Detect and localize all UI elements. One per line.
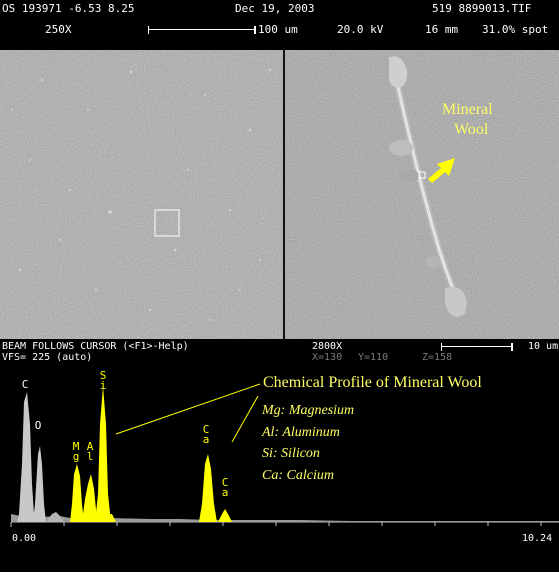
- peak-band: [70, 514, 116, 522]
- annotation-mineral: Mineral: [442, 101, 493, 118]
- capture-date: Dec 19, 2003: [235, 2, 315, 15]
- sample-coordinates: OS 193971 -6.53 8.25: [2, 2, 135, 15]
- peak-label-c: C: [21, 378, 29, 391]
- peak-ca-ka: [199, 454, 217, 522]
- peak-al: [82, 474, 98, 522]
- scale-bar: [148, 26, 256, 34]
- peak-minor: [46, 512, 64, 522]
- spectrum-title: Chemical Profile of Mineral Wool: [263, 374, 482, 391]
- legend-mg: Mg: Magnesium: [262, 403, 355, 418]
- beam-status: BEAM FOLLOWS CURSOR (<F1>-Help): [2, 341, 189, 352]
- voltage-readout: 20.0 kV: [337, 23, 384, 36]
- peak-label-ca1: C a: [202, 423, 210, 446]
- magnification-readout: 250X: [45, 23, 72, 36]
- legend-al: Al: Aluminum: [262, 424, 340, 440]
- magnification-readout-2: 2800X: [312, 341, 343, 352]
- peak-c: [17, 392, 36, 522]
- scale-label: 100 um: [258, 23, 298, 36]
- peak-label-ca2: C a: [221, 476, 229, 499]
- peak-label-al: A l: [86, 440, 94, 463]
- mineral-wool-fiber: [389, 56, 467, 317]
- annotation-wool: Wool: [454, 121, 489, 138]
- bottom-margin: [0, 572, 559, 577]
- scale-bar-2: [441, 343, 513, 351]
- peak-o: [33, 446, 46, 522]
- cursor-z: Z=158: [422, 352, 453, 363]
- peak-label-si: S i: [99, 369, 107, 392]
- spot-size: 31.0% spot: [482, 23, 549, 36]
- vfs-readout: VFS= 225 (auto): [2, 352, 93, 363]
- peak-si: [95, 386, 111, 522]
- yellow-arrow-icon: [428, 158, 455, 183]
- file-name: 519 8899013.TIF: [432, 2, 532, 15]
- micrograph-high-mag[interactable]: Mineral Wool: [285, 50, 559, 339]
- micrograph-low-mag[interactable]: [0, 50, 283, 339]
- peak-ca-kb: [218, 509, 232, 522]
- element-legend: Mg: Magnesium Al: Aluminum Si: Silicon C…: [262, 400, 354, 486]
- working-distance: 16 mm: [425, 23, 459, 36]
- scale-label-2: 10 um: [528, 341, 559, 352]
- cursor-x: X=130: [312, 352, 343, 363]
- legend-ca: Ca: Calcium: [262, 467, 334, 483]
- high-mag-image: [285, 50, 559, 339]
- cursor-y: Y=110: [358, 352, 389, 363]
- legend-si: Si: Silicon: [262, 446, 320, 461]
- axis-ticks: [10, 522, 542, 527]
- eds-spectrum[interactable]: [0, 364, 559, 577]
- axis-max-label: 10.24: [522, 533, 553, 544]
- peak-label-mg: M g: [72, 440, 80, 463]
- peak-mg: [70, 464, 84, 522]
- spectrum-noise-floor: [11, 514, 559, 522]
- panel-divider: [283, 50, 285, 339]
- peak-label-o: O: [34, 419, 42, 432]
- leader-line-title: [115, 383, 261, 435]
- low-mag-image: [0, 50, 283, 339]
- leader-line-legend: [231, 395, 259, 443]
- axis-min-label: 0.00: [12, 533, 37, 544]
